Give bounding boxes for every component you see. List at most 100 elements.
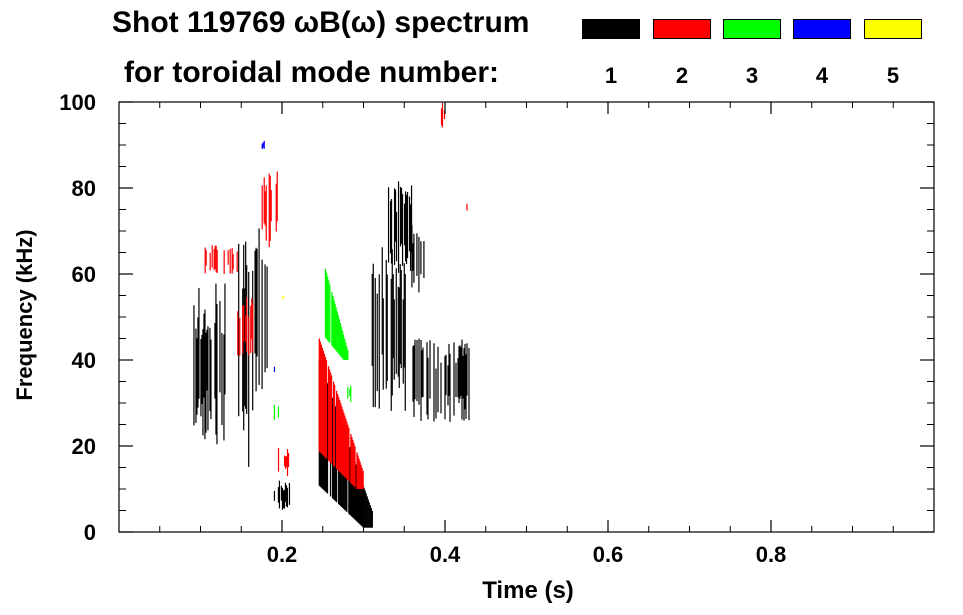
spectrum-mark bbox=[440, 108, 443, 126]
spectrum-mark bbox=[265, 185, 267, 241]
spectrum-mark bbox=[346, 421, 348, 480]
spectrum-mark bbox=[214, 245, 216, 269]
spectrum-mark bbox=[422, 347, 424, 398]
spectrum-mark bbox=[341, 406, 343, 474]
spectrum-mark bbox=[357, 470, 359, 523]
spectrum-mark bbox=[378, 274, 380, 409]
spectrum-mark bbox=[369, 505, 371, 528]
spectrum-mark bbox=[449, 353, 451, 422]
x-tick-label: 0.8 bbox=[756, 542, 787, 567]
spectrum-mark bbox=[318, 338, 320, 452]
spectrum-mark bbox=[406, 192, 409, 259]
spectrum-mark bbox=[416, 340, 418, 402]
spectrum-mark bbox=[331, 292, 333, 346]
spectrum-mark bbox=[223, 250, 225, 274]
legend-label-3: 3 bbox=[745, 63, 759, 88]
spectrum-mark bbox=[254, 250, 256, 354]
spectrum-mark bbox=[269, 175, 271, 241]
spectrum-mark bbox=[348, 427, 350, 482]
legend-swatch-1 bbox=[582, 19, 640, 39]
spectrum-mark bbox=[354, 461, 356, 520]
spectrum-mark bbox=[347, 386, 349, 399]
spectrum-mark bbox=[224, 283, 226, 395]
spectrum-mark bbox=[221, 333, 223, 426]
spectrum-marks bbox=[193, 102, 470, 528]
spectrum-mark bbox=[284, 482, 287, 502]
spectrum-mark bbox=[196, 338, 198, 415]
spectrum-mark bbox=[370, 508, 372, 528]
spectrum-mark bbox=[347, 350, 349, 360]
spectrum-mark bbox=[351, 452, 353, 517]
spectrum-mark bbox=[410, 185, 413, 253]
spectrum-mark bbox=[403, 203, 406, 246]
spectrum-mark bbox=[341, 330, 344, 359]
spectrum-mark bbox=[263, 177, 265, 224]
spectrum-mark bbox=[360, 479, 362, 526]
legend-swatch-2 bbox=[653, 19, 711, 39]
spectrum-mark bbox=[368, 502, 370, 528]
spectrum-mark bbox=[404, 191, 407, 262]
spectrum-mark bbox=[227, 250, 229, 265]
spectrum-mark bbox=[356, 452, 358, 489]
axis-ticks: 0.2 0.4 0.6 0.8 0 20 40 60 80 100 bbox=[59, 90, 934, 567]
spectrum-mark bbox=[414, 339, 416, 400]
spectrum-mark bbox=[427, 357, 429, 420]
spectrum-mark bbox=[416, 233, 418, 276]
spectrum-mark bbox=[236, 251, 238, 272]
spectrum-mark bbox=[280, 485, 283, 501]
spectrum-mark bbox=[322, 350, 325, 456]
spectrum-mark bbox=[423, 241, 425, 278]
spectrum-mark bbox=[397, 181, 400, 273]
spectrum-mark bbox=[365, 493, 367, 528]
spectrum-mark bbox=[198, 288, 200, 399]
spectrum-mark bbox=[441, 102, 444, 128]
spectrum-mark bbox=[462, 355, 464, 399]
spectrum-mark bbox=[197, 317, 199, 408]
spectrum-mark bbox=[338, 396, 340, 471]
spectrum-mark bbox=[281, 487, 284, 510]
series-n=4 bbox=[261, 140, 276, 372]
plot-frame bbox=[118, 101, 935, 533]
spectrum-mark bbox=[421, 350, 423, 398]
spectrum-mark bbox=[283, 489, 286, 509]
spectrum-mark bbox=[461, 339, 463, 420]
spectrum-mark bbox=[216, 249, 218, 273]
spectrum-mark bbox=[349, 388, 351, 396]
spectrum-mark bbox=[242, 305, 244, 354]
spectrum-mark bbox=[213, 248, 215, 271]
spectrum-mark bbox=[390, 278, 392, 411]
x-axis-label: Time (s) bbox=[482, 577, 574, 604]
spectrum-mark bbox=[278, 480, 281, 509]
spectrum-mark bbox=[381, 247, 383, 355]
spectrum-mark bbox=[268, 173, 270, 248]
spectrum-mark bbox=[326, 383, 329, 494]
spectrum-mark bbox=[275, 183, 277, 232]
spectrum-mark bbox=[455, 362, 457, 397]
spectrum-mark bbox=[335, 307, 337, 351]
spectrum-mark bbox=[327, 366, 330, 461]
spectrum-mark bbox=[246, 297, 248, 352]
spectrum-mark bbox=[464, 343, 466, 410]
spectrum-mark bbox=[330, 375, 333, 464]
spectrum-mark bbox=[392, 274, 394, 359]
spectrum-mark bbox=[466, 203, 468, 211]
spectrum-mark bbox=[250, 305, 252, 353]
spectrum-mark bbox=[345, 418, 347, 479]
chart-title-line2: for toroidal mode number: bbox=[124, 56, 499, 89]
spectrum-mark bbox=[350, 385, 352, 403]
spectrum-mark bbox=[391, 249, 393, 396]
spectrum-mark bbox=[273, 366, 276, 372]
spectrum-mark bbox=[346, 346, 348, 360]
spectrum-mark bbox=[319, 341, 321, 453]
spectrum-mark bbox=[363, 487, 365, 528]
spectrum-mark bbox=[243, 305, 245, 342]
spectrum-mark bbox=[286, 487, 289, 508]
spectrum-mark bbox=[412, 346, 414, 402]
spectrum-mark bbox=[195, 328, 197, 423]
spectrum-mark bbox=[352, 455, 354, 518]
spectrum-mark bbox=[229, 248, 231, 274]
spectrum-mark bbox=[336, 311, 338, 353]
spectrum-mark bbox=[282, 490, 285, 509]
spectrum-mark bbox=[426, 342, 428, 415]
spectrum-mark bbox=[361, 467, 363, 489]
